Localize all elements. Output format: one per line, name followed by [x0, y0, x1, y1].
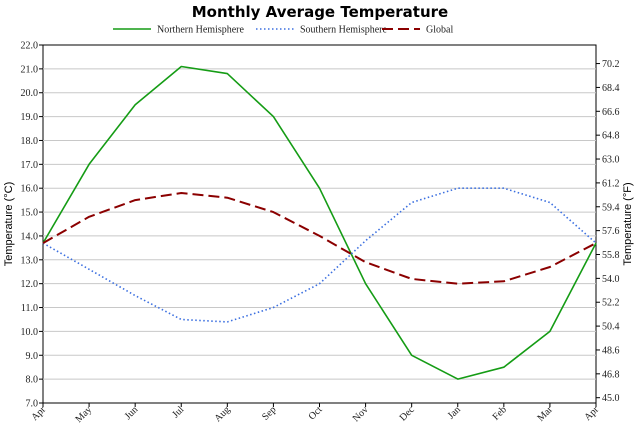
y-tick-label: 22.0: [21, 41, 39, 52]
x-axis: Apr May Jun Jul Aug Sep Oct Nov Dec Jan Feb Mar Apr: [29, 403, 602, 425]
legend-label: Southern Hemisphere: [300, 25, 387, 36]
x-tick-label: May: [73, 404, 94, 425]
x-tick-label: Jul: [170, 404, 186, 420]
y2-tick-label: 70.2: [602, 59, 620, 70]
x-tick-label: Nov: [351, 404, 371, 424]
x-tick-label: Dec: [398, 404, 418, 424]
y2-tick-label: 55.8: [602, 250, 620, 261]
legend-label: Northern Hemisphere: [157, 25, 244, 36]
y2-tick-label: 45.0: [602, 393, 620, 404]
y-axis-right: 70.2 68.4 66.6 64.8 63.0 61.2 59.4 57.6 55.8 54.0…: [596, 59, 620, 404]
x-tick-label: Sep: [260, 404, 278, 422]
y2-tick-label: 66.6: [602, 107, 620, 118]
y-tick-label: 12.0: [21, 279, 39, 290]
x-tick-label: Jun: [123, 404, 141, 422]
y-tick-label: 16.0: [21, 184, 39, 195]
y-tick-label: 10.0: [21, 327, 39, 338]
y-tick-label: 20.0: [21, 88, 39, 99]
y-tick-label: 13.0: [21, 255, 39, 266]
y-tick-label: 21.0: [21, 64, 39, 75]
series-line: [42, 65, 597, 380]
y-tick-label: 7.0: [26, 399, 39, 410]
y2-tick-label: 59.4: [602, 202, 620, 213]
chart-title: Monthly Average Temperature: [192, 3, 448, 21]
y2-tick-label: 46.8: [602, 369, 620, 380]
y-tick-label: 9.0: [26, 351, 39, 362]
x-tick-label: Jan: [446, 404, 463, 421]
y-tick-label: 15.0: [21, 208, 39, 219]
y2-tick-label: 52.2: [602, 298, 620, 309]
y2-tick-label: 61.2: [602, 178, 620, 189]
x-tick-label: Mar: [535, 404, 555, 424]
y2-tick-label: 63.0: [602, 155, 620, 166]
series-line: [42, 192, 597, 285]
y2-tick-label: 54.0: [602, 274, 620, 285]
x-tick-label: Apr: [582, 404, 601, 423]
series-line: [42, 187, 597, 323]
y-tick-label: 18.0: [21, 136, 39, 147]
y-tick-label: 8.0: [26, 375, 39, 386]
x-tick-label: Oct: [307, 404, 325, 422]
legend: Northern Hemisphere Southern Hemisphere Gl…: [113, 25, 453, 36]
y-tick-label: 14.0: [21, 231, 39, 242]
y-axis-left: 22.0 21.0 20.0 19.0 18.0 17.0 16.0 15.0 14.0 13.0…: [21, 41, 43, 410]
y2-tick-label: 64.8: [602, 131, 620, 142]
y2-tick-label: 68.4: [602, 83, 620, 94]
y-axis-left-title: Temperature (°C): [3, 182, 15, 266]
x-tick-label: Aug: [212, 404, 232, 424]
y-tick-label: 19.0: [21, 112, 39, 123]
plot-area: [42, 44, 597, 404]
y-tick-label: 17.0: [21, 160, 39, 171]
y-tick-label: 11.0: [21, 303, 38, 314]
y2-tick-label: 50.4: [602, 322, 620, 333]
x-tick-label: Feb: [491, 404, 509, 422]
y2-tick-label: 57.6: [602, 226, 620, 237]
legend-label: Global: [426, 25, 453, 36]
series-lines: [42, 65, 597, 380]
y2-tick-label: 48.6: [602, 345, 620, 356]
y-axis-right-title: Temperature (°F): [622, 182, 634, 265]
